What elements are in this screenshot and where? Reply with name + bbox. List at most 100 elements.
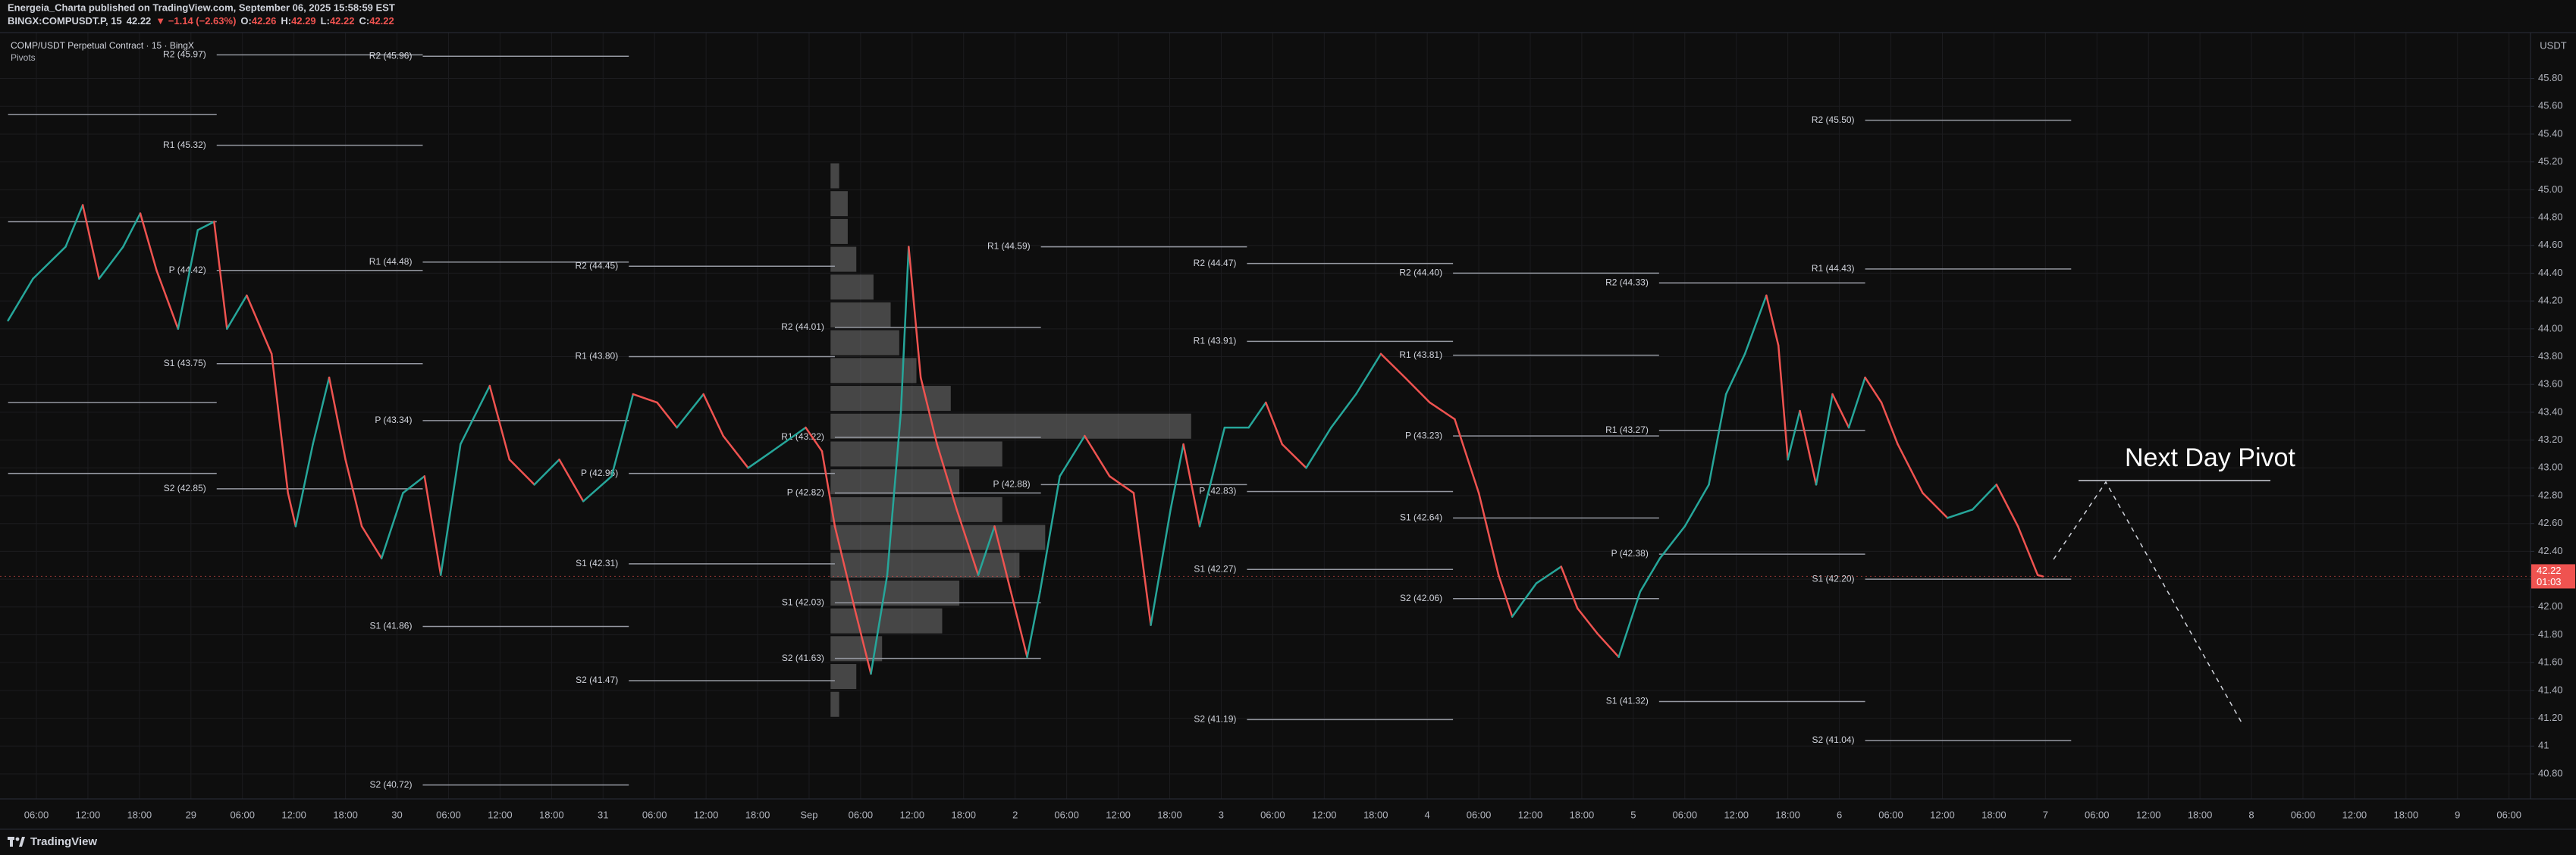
x-tick-label: 5 — [1630, 809, 1636, 820]
y-tick-label: 44.60 — [2538, 239, 2563, 250]
x-tick-label: 06:00 — [436, 809, 461, 820]
pivot-label: S1 (43.75) — [164, 358, 206, 368]
last-price-label: 42.22 — [2537, 565, 2562, 576]
price-segment — [1404, 376, 1431, 404]
y-tick-label: 42.60 — [2538, 517, 2563, 528]
x-tick-label: 12:00 — [1930, 809, 1955, 820]
x-tick-label: 06:00 — [849, 809, 874, 820]
x-tick-label: 12:00 — [281, 809, 306, 820]
x-tick-label: 12:00 — [488, 809, 513, 820]
volume-bar — [830, 413, 1191, 439]
price-segment — [1305, 426, 1332, 469]
y-tick-label: 41 — [2538, 740, 2549, 751]
pivot-label: S2 (40.72) — [369, 779, 412, 790]
price-segment — [1617, 590, 1642, 659]
x-tick-label: 3 — [1219, 809, 1224, 820]
price-segment — [1497, 574, 1514, 618]
pivot-label: R1 (43.27) — [1605, 424, 1649, 435]
y-tick-label: 43.20 — [2538, 434, 2563, 445]
x-tick-label: 18:00 — [1775, 809, 1800, 820]
x-tick-label: 18:00 — [2394, 809, 2419, 820]
price-segment — [853, 607, 872, 675]
price-segment — [1596, 632, 1620, 659]
volume-bar — [830, 386, 951, 412]
annotation: Next Day Pivot — [2125, 443, 2295, 472]
pivot-label: P (42.96) — [581, 468, 618, 478]
price-segment — [1639, 557, 1661, 593]
price-segment — [246, 294, 273, 355]
symbol: BINGX:COMPUSDT.P, 15 — [8, 15, 122, 27]
footer-bar — [0, 829, 2576, 855]
x-tick-label: Sep — [800, 809, 817, 820]
price-segment — [1787, 409, 1801, 461]
price-segment — [676, 393, 704, 429]
pivot-label: R2 (44.33) — [1605, 277, 1649, 287]
price-segment — [312, 376, 331, 446]
volume-bar — [830, 691, 839, 717]
price-segment — [98, 246, 124, 280]
pivot-label: P (44.42) — [169, 265, 206, 275]
x-tick-label: 9 — [2455, 809, 2460, 820]
price-segment — [1198, 426, 1226, 528]
logo — [8, 837, 25, 847]
x-tick-label: 12:00 — [694, 809, 719, 820]
price-segment — [702, 393, 725, 437]
pivot-label: P (42.83) — [1199, 486, 1236, 496]
price-segment — [820, 450, 836, 528]
y-tick-label: 40.80 — [2538, 767, 2563, 778]
currency: USDT — [2540, 39, 2566, 51]
pivot-label: P (42.82) — [787, 487, 824, 498]
price-segment — [270, 352, 289, 494]
price-segment — [955, 509, 980, 576]
publisher: Energeia_Charta published on TradingView… — [8, 2, 395, 13]
y-tick-label: 41.60 — [2538, 656, 2563, 668]
volume-bar — [830, 163, 839, 189]
x-tick-label: 06:00 — [1467, 809, 1492, 820]
price-segment — [1847, 376, 1866, 429]
price-segment — [1330, 393, 1357, 429]
pivot-label: R1 (44.48) — [369, 256, 413, 267]
price-segment — [1815, 393, 1834, 486]
y-tick-label: 44.40 — [2538, 267, 2563, 278]
pivot-label: R1 (43.80) — [576, 351, 619, 362]
x-tick-label: 06:00 — [2496, 809, 2521, 820]
pivots: R2 (45.97) R1 (45.32) P (44.42) S1 (43.75) S… — [8, 49, 2072, 790]
price-segment — [1922, 492, 1949, 519]
indicator-name: Pivots — [11, 52, 36, 63]
price-segment — [1799, 409, 1818, 486]
price-segment — [122, 212, 142, 248]
pivot-label: S1 (41.32) — [1606, 696, 1649, 706]
price-segment — [722, 434, 749, 469]
x-tick-label: 18:00 — [1981, 809, 2007, 820]
chart-title: COMP/USDT Perpetual Contract · 15 · Bing… — [11, 40, 194, 51]
y-tick-label: 45.40 — [2538, 127, 2563, 139]
price-segment — [1724, 352, 1746, 396]
x-tick-label: 12:00 — [76, 809, 101, 820]
x-tick-label: 18:00 — [1157, 809, 1182, 820]
pivot-label: S2 (41.63) — [782, 653, 824, 663]
price-segment — [1880, 401, 1899, 446]
price-segment — [1946, 509, 1974, 519]
x-tick-label: 06:00 — [2085, 809, 2110, 820]
price-segment — [1708, 393, 1727, 486]
y-tick-label: 44.20 — [2538, 295, 2563, 306]
pivot-label: S2 (41.04) — [1812, 734, 1855, 745]
price-segment — [1059, 434, 1086, 478]
x-tick-label: 29 — [186, 809, 196, 820]
volume-bar — [830, 496, 1002, 522]
y-tick-label: 43.60 — [2538, 378, 2563, 390]
price-segment — [488, 384, 511, 461]
price-segment — [1084, 434, 1111, 478]
price-segment — [1281, 443, 1307, 469]
price-segment — [1354, 352, 1382, 396]
volume-bar — [830, 525, 1046, 550]
volume-bar — [830, 553, 1020, 578]
y-tick-label: 45.80 — [2538, 72, 2563, 83]
price-segment — [1511, 582, 1538, 618]
y-tick-label: 41.80 — [2538, 628, 2563, 640]
price-segment — [1026, 590, 1041, 659]
x-tick-label: 7 — [2043, 809, 2048, 820]
pivot-label: R1 (43.91) — [1194, 336, 1237, 346]
price-segment — [771, 426, 807, 453]
countdown-label: 01:03 — [2537, 576, 2562, 587]
